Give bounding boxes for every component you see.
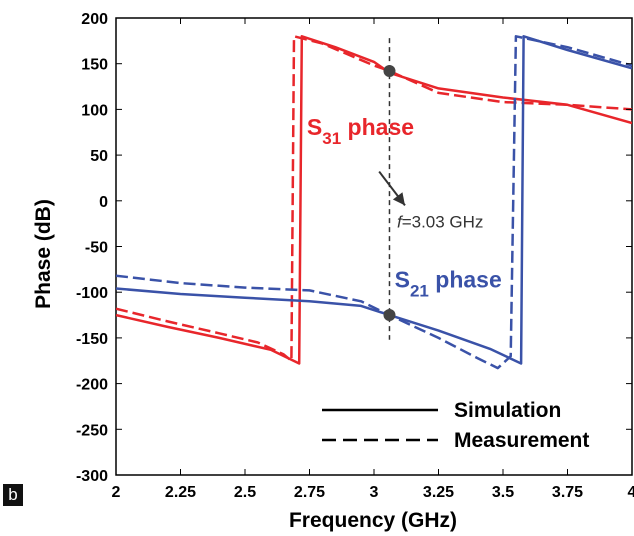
series-line-s31-sim <box>116 35 632 365</box>
y-tick-label: 200 <box>81 11 108 28</box>
series-label-s21: S21 phase <box>395 267 502 301</box>
frequency-annotation: f=3.03 GHz <box>397 212 483 231</box>
y-ticks: 200 150 100 50 0 -50 -100 -150 -200 -250 -300 <box>76 11 632 485</box>
x-tick-label: 4 <box>628 484 634 501</box>
x-tick-label: 2 <box>112 484 121 501</box>
panel-label-badge: b <box>3 484 23 506</box>
series-line-s31-meas <box>116 35 632 363</box>
series-label-s31-suffix: phase <box>341 114 414 140</box>
y-tick-label: 50 <box>90 148 108 165</box>
y-tick-label: -150 <box>76 331 108 348</box>
marker-layer <box>378 38 406 340</box>
y-tick-label: -50 <box>85 240 108 257</box>
x-tick-label: 3.5 <box>492 484 514 501</box>
series-layer <box>116 35 632 370</box>
frequency-annotation-prefix: f <box>397 212 404 231</box>
series-label-s31: S31 phase <box>307 114 414 148</box>
y-tick-label: 100 <box>81 102 108 119</box>
frequency-annotation-value: =3.03 GHz <box>402 212 484 231</box>
legend: Simulation Measurement <box>322 399 589 452</box>
x-ticks: 2 2.25 2.5 2.75 3 3.25 3.5 3.75 4 <box>112 18 634 501</box>
marker-point <box>383 65 396 78</box>
legend-measurement-label: Measurement <box>454 429 589 452</box>
y-tick-label: -300 <box>76 468 108 485</box>
x-tick-label: 3.75 <box>552 484 583 501</box>
y-tick-label: -200 <box>76 377 108 394</box>
x-tick-label: 2.5 <box>234 484 256 501</box>
series-label-s21-suffix: phase <box>429 267 502 293</box>
series-label-s31-main: S <box>307 114 322 140</box>
x-tick-label: 3 <box>370 484 379 501</box>
series-label-s31-sub: 31 <box>322 129 341 148</box>
x-tick-label: 2.75 <box>294 484 325 501</box>
x-axis-title: Frequency (GHz) <box>289 509 457 532</box>
x-tick-label: 3.25 <box>423 484 454 501</box>
y-tick-label: -100 <box>76 285 108 302</box>
series-line-s21-sim <box>116 35 632 365</box>
marker-point <box>383 309 396 322</box>
series-label-s21-main: S <box>395 267 410 293</box>
x-tick-label: 2.25 <box>165 484 196 501</box>
y-tick-label: -250 <box>76 422 108 439</box>
legend-simulation-label: Simulation <box>454 399 561 422</box>
y-tick-label: 150 <box>81 57 108 74</box>
y-tick-label: 0 <box>99 194 108 211</box>
series-label-s21-sub: 21 <box>410 282 429 301</box>
annotation-arrow-head <box>392 192 405 206</box>
y-axis-title: Phase (dB) <box>32 199 55 309</box>
series-line-s21-meas <box>116 35 632 370</box>
